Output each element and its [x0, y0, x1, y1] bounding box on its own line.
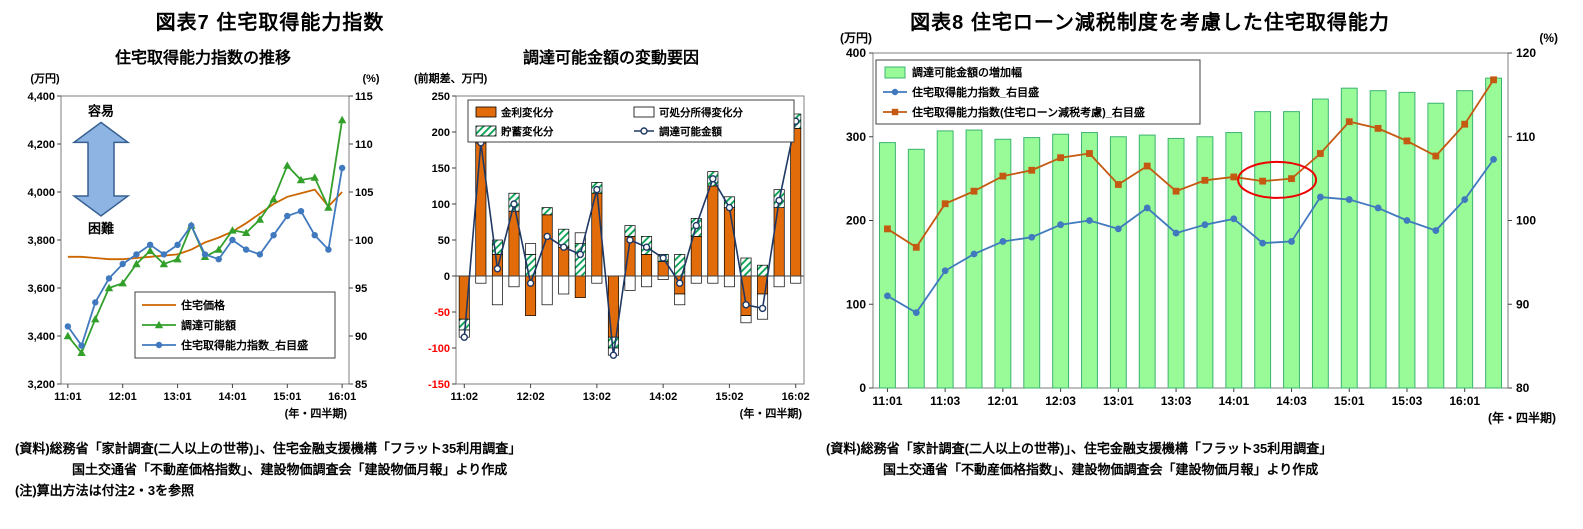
svg-text:15:01: 15:01 [1334, 394, 1365, 408]
svg-text:容易: 容易 [87, 103, 114, 118]
svg-text:住宅取得能力指数(住宅ローン減税考慮)_右目盛: 住宅取得能力指数(住宅ローン減税考慮)_右目盛 [912, 105, 1145, 119]
svg-text:14:01: 14:01 [1218, 394, 1249, 408]
chart-housing-index-trend: 住宅取得能力指数の推移 3,200 3,400 3,600 3,800 4,000 4,2… [5, 44, 401, 424]
chart2-legend [467, 99, 795, 143]
svg-text:80: 80 [1516, 381, 1530, 395]
svg-text:16:01: 16:01 [1449, 394, 1480, 408]
chart1-subtitle: 住宅取得能力指数の推移 [114, 50, 291, 67]
svg-text:金利変化分: 金利変化分 [500, 106, 554, 119]
svg-text:(年・四半期): (年・四半期) [1488, 410, 1556, 425]
figure7-source-line1: (資料)総務省「家計調査(二人以上の世帯)」、住宅金融支援機構「フラット35利用… [15, 441, 522, 456]
svg-text:14:01: 14:01 [218, 391, 246, 403]
svg-text:300: 300 [846, 130, 866, 144]
chart3-svg: 0 100 200 300 400 80 90 100 110 120 11:01 11:03 12:0… [840, 31, 1558, 425]
svg-text:-50: -50 [434, 307, 450, 319]
highlight-ellipse [1237, 160, 1318, 199]
figure7-source: (資料)総務省「家計調査(二人以上の世帯)」、住宅金融支援機構「フラット35利用… [15, 438, 521, 501]
figure7-title: 図表7 住宅取得能力指数 [155, 12, 385, 34]
svg-text:3,800: 3,800 [27, 235, 55, 247]
svg-text:4,200: 4,200 [27, 139, 55, 151]
figure7-source-line2: 国土交通省「不動産価格指数」、建設物価調査会「建設物価月報」より作成 [72, 462, 508, 478]
svg-text:150: 150 [432, 163, 450, 175]
svg-text:85: 85 [355, 379, 367, 391]
svg-text:12:02: 12:02 [517, 391, 545, 403]
chart-funding-factors: 調達可能金額の変動要因 -150 -100 -50 0 50 100 150 200 250 11… [406, 44, 816, 424]
svg-text:3,400: 3,400 [27, 331, 55, 343]
svg-text:16:02: 16:02 [782, 391, 810, 403]
svg-text:100: 100 [846, 297, 866, 311]
svg-text:200: 200 [846, 214, 866, 228]
chart3-legend [875, 59, 1201, 125]
svg-text:200: 200 [432, 127, 450, 139]
svg-text:-150: -150 [428, 379, 450, 391]
svg-text:400: 400 [846, 46, 866, 60]
svg-text:15:03: 15:03 [1392, 394, 1423, 408]
svg-text:3,200: 3,200 [27, 379, 55, 391]
svg-text:13:01: 13:01 [1103, 394, 1134, 408]
figure8-source-line2: 国土交通省「不動産価格指数」、建設物価調査会「建設物価月報」より作成 [883, 462, 1319, 478]
svg-text:105: 105 [355, 187, 373, 199]
svg-text:4,000: 4,000 [27, 187, 55, 199]
svg-text:120: 120 [1516, 46, 1536, 60]
svg-text:0: 0 [859, 381, 866, 395]
chart1-svg: 3,200 3,400 3,600 3,800 4,000 4,200 4,400 85 90 9… [27, 72, 379, 420]
svg-text:115: 115 [355, 91, 373, 103]
svg-text:15:01: 15:01 [273, 391, 301, 403]
svg-text:住宅取得能力指数_右目盛: 住宅取得能力指数_右目盛 [181, 338, 308, 352]
chart-tax-adjusted-capability: 0 100 200 300 400 80 90 100 110 120 11:01 11:03 12:0… [818, 28, 1568, 433]
svg-text:12:03: 12:03 [1045, 394, 1076, 408]
svg-text:15:02: 15:02 [715, 391, 743, 403]
chart2-svg: -150 -100 -50 0 50 100 150 200 250 11:02 12:02 13:0… [414, 71, 810, 420]
svg-text:調達可能額: 調達可能額 [181, 318, 236, 332]
svg-text:14:02: 14:02 [649, 391, 677, 403]
svg-text:11:02: 11:02 [451, 391, 479, 403]
svg-text:11:01: 11:01 [872, 394, 902, 408]
easy-hard-arrow [71, 121, 131, 217]
svg-text:住宅価格: 住宅価格 [181, 298, 226, 312]
svg-text:90: 90 [355, 331, 367, 343]
svg-text:110: 110 [1516, 130, 1536, 144]
figure7-note: (注)算出方法は付注2・3を参照 [15, 483, 195, 499]
svg-text:0: 0 [444, 271, 450, 283]
svg-text:13:02: 13:02 [583, 391, 611, 403]
chart2-subtitle: 調達可能金額の変動要因 [522, 50, 699, 67]
svg-text:4,400: 4,400 [27, 91, 55, 103]
svg-text:14:03: 14:03 [1276, 394, 1307, 408]
figure8-source-line1: (資料)総務省「家計調査(二人以上の世帯)」、住宅金融支援機構「フラット35利用… [826, 441, 1333, 456]
svg-text:3,600: 3,600 [27, 283, 55, 295]
figure8-title: 図表8 住宅ローン減税制度を考慮した住宅取得能力 [910, 12, 1390, 34]
svg-text:-100: -100 [428, 343, 450, 355]
figure8-source: (資料)総務省「家計調査(二人以上の世帯)」、住宅金融支援機構「フラット35利用… [826, 438, 1332, 480]
svg-text:住宅取得能力指数_右目盛: 住宅取得能力指数_右目盛 [912, 85, 1039, 99]
svg-text:調達可能金額の増加幅: 調達可能金額の増加幅 [912, 65, 1022, 79]
svg-text:12:01: 12:01 [988, 394, 1019, 408]
svg-text:12:01: 12:01 [109, 391, 137, 403]
svg-text:16:01: 16:01 [328, 391, 356, 403]
svg-text:可処分所得変化分: 可処分所得変化分 [659, 106, 743, 119]
svg-text:(年・四半期): (年・四半期) [740, 406, 803, 420]
svg-text:11:03: 11:03 [930, 394, 960, 408]
svg-text:250: 250 [432, 91, 450, 103]
svg-text:11:01: 11:01 [54, 391, 82, 403]
svg-text:100: 100 [355, 235, 373, 247]
chart1-legend [134, 291, 336, 359]
svg-text:95: 95 [355, 283, 367, 295]
svg-text:調達可能金額: 調達可能金額 [659, 125, 722, 138]
svg-text:貯蓄変化分: 貯蓄変化分 [501, 125, 554, 138]
svg-text:(年・四半期): (年・四半期) [285, 406, 348, 420]
svg-text:50: 50 [438, 235, 450, 247]
svg-text:(%): (%) [1539, 31, 1558, 45]
svg-text:13:03: 13:03 [1161, 394, 1192, 408]
svg-text:100: 100 [432, 199, 450, 211]
svg-text:困難: 困難 [88, 221, 114, 236]
svg-text:110: 110 [355, 139, 373, 151]
svg-text:(%): (%) [362, 73, 379, 85]
svg-text:90: 90 [1516, 297, 1530, 311]
svg-text:(前期差、万円): (前期差、万円) [414, 71, 488, 85]
svg-text:13:01: 13:01 [164, 391, 192, 403]
svg-text:(万円): (万円) [840, 31, 872, 45]
svg-text:100: 100 [1516, 214, 1536, 228]
svg-text:(万円): (万円) [30, 72, 60, 85]
